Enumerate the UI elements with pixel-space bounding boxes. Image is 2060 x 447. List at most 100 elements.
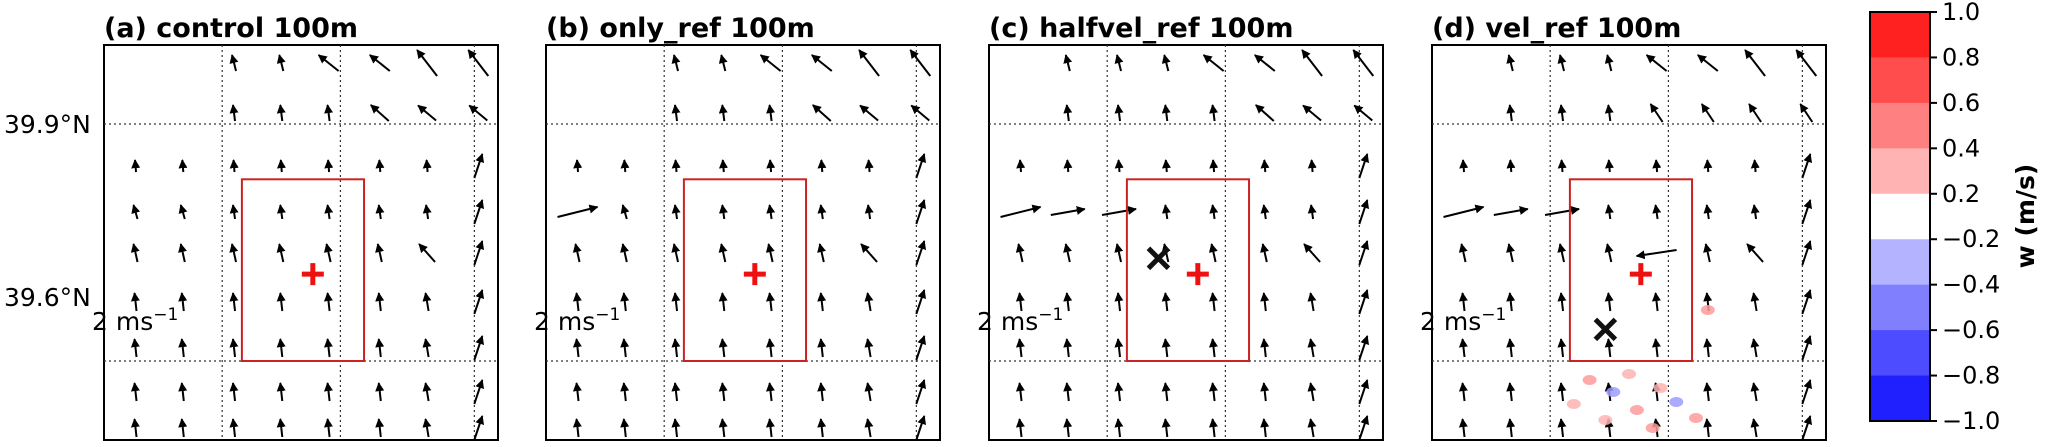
wind-vector bbox=[910, 104, 930, 122]
wind-vector bbox=[276, 338, 286, 358]
wind-vector bbox=[276, 418, 286, 438]
wind-vector bbox=[1557, 243, 1567, 263]
wind-vector bbox=[1161, 104, 1171, 122]
wind-vector bbox=[1050, 205, 1086, 216]
wind-vector bbox=[324, 204, 334, 220]
wind-vector bbox=[1101, 205, 1137, 216]
wind-vector bbox=[324, 418, 333, 438]
wind-vector bbox=[1750, 159, 1760, 173]
w-contour-patch bbox=[1700, 305, 1715, 315]
plot-frame bbox=[988, 44, 1384, 441]
wind-vector bbox=[178, 292, 188, 312]
wind-vector bbox=[229, 243, 239, 263]
colorbar-tick-label: 0.8 bbox=[1942, 43, 1980, 71]
wind-vector bbox=[1506, 159, 1516, 173]
colorbar-swatch bbox=[1870, 12, 1930, 58]
colorbar-tick-label: 1.0 bbox=[1942, 0, 1980, 26]
wind-vector bbox=[1161, 54, 1171, 72]
wind-vector bbox=[473, 240, 485, 266]
colorbar-swatch bbox=[1870, 375, 1930, 422]
wind-vector bbox=[1114, 104, 1124, 122]
wind-vector bbox=[1260, 382, 1270, 402]
wind-vector bbox=[1544, 205, 1580, 216]
analysis-box bbox=[240, 178, 366, 362]
wind-vector bbox=[1557, 292, 1567, 312]
wind-vector bbox=[620, 243, 629, 263]
wind-vector bbox=[422, 292, 432, 312]
wind-vector bbox=[1260, 159, 1270, 173]
wind-vector bbox=[375, 292, 385, 312]
colorbar-swatch bbox=[1870, 193, 1930, 240]
wind-vector bbox=[1795, 49, 1818, 77]
wind-vector bbox=[620, 338, 630, 358]
wind-vector bbox=[1260, 418, 1270, 438]
wind-vector bbox=[1506, 418, 1516, 438]
wind-vector bbox=[864, 204, 874, 220]
colorbar: 1.0 0.8 0.6 0.4 0.2 −0.2 −0.4 −0.6 −0.8 −1.0 w (m… bbox=[1869, 0, 2040, 435]
wind-vector bbox=[1703, 382, 1713, 402]
wind-vector bbox=[1260, 338, 1270, 358]
wind-vector bbox=[422, 418, 432, 438]
analysis-box bbox=[1125, 178, 1251, 362]
w-contour-patch bbox=[1653, 383, 1668, 393]
colorbar-tick-label: −0.4 bbox=[1942, 271, 2000, 299]
wind-vector bbox=[229, 338, 239, 358]
wind-vector bbox=[422, 204, 432, 220]
wind-vector bbox=[620, 418, 630, 438]
wind-vector bbox=[131, 159, 141, 173]
wind-vector bbox=[1114, 338, 1124, 358]
wind-vector bbox=[1703, 159, 1713, 173]
wind-vector bbox=[1063, 292, 1073, 312]
colorbar-tick-label: 0.6 bbox=[1942, 89, 1980, 117]
wind-vector bbox=[1459, 159, 1469, 173]
wind-vector bbox=[909, 49, 932, 77]
wind-vector bbox=[178, 338, 188, 358]
wind-vector bbox=[718, 204, 728, 220]
wind-vector bbox=[1302, 104, 1322, 122]
wind-vector bbox=[178, 204, 188, 220]
wind-vector bbox=[1114, 54, 1124, 72]
wind-vector bbox=[1557, 418, 1567, 438]
wind-vector bbox=[1307, 382, 1317, 402]
wind-vector bbox=[417, 104, 437, 122]
wind-vector bbox=[620, 292, 630, 312]
wind-vector bbox=[817, 338, 827, 358]
wind-vector bbox=[671, 292, 681, 312]
wind-vector bbox=[812, 104, 832, 122]
wind-vector bbox=[375, 243, 384, 263]
wind-vector bbox=[1557, 159, 1567, 173]
wind-vector bbox=[1358, 379, 1370, 405]
wind-vector bbox=[1114, 159, 1124, 173]
wind-vector bbox=[1652, 338, 1661, 358]
wind-vector bbox=[1557, 382, 1567, 402]
colorbar-tick-label: −0.6 bbox=[1942, 316, 2000, 344]
colorbar-swatch bbox=[1870, 284, 1930, 331]
w-contour-patch bbox=[1645, 423, 1660, 433]
wind-vector bbox=[1209, 204, 1219, 220]
panel-a: (a) control 100m 2 ms−1 bbox=[92, 13, 499, 441]
colorbar-swatch bbox=[1870, 102, 1930, 149]
wind-vector bbox=[1506, 54, 1516, 72]
colorbar-tick-label: −0.8 bbox=[1942, 362, 2000, 390]
wind-vector bbox=[671, 159, 681, 173]
wind-vector bbox=[276, 243, 286, 263]
wind-vector bbox=[1703, 338, 1713, 358]
cross-marker bbox=[1146, 246, 1171, 271]
wind-vector bbox=[276, 54, 286, 72]
wind-vector bbox=[130, 382, 140, 402]
wind-vector bbox=[468, 104, 488, 122]
reference-vector-exponent: −1 bbox=[1481, 305, 1506, 325]
wind-vector bbox=[370, 104, 390, 122]
wind-vector bbox=[1652, 204, 1662, 220]
wind-vector bbox=[1161, 159, 1171, 173]
wind-vector bbox=[817, 159, 827, 173]
wind-vector bbox=[1307, 418, 1317, 438]
wind-vector bbox=[1307, 338, 1317, 358]
wind-vector bbox=[1750, 418, 1760, 438]
wind-vector bbox=[1358, 240, 1370, 266]
wind-vector bbox=[130, 292, 140, 312]
wind-vector bbox=[1063, 104, 1073, 122]
wind-vector bbox=[858, 49, 880, 77]
wind-vector bbox=[324, 104, 334, 122]
